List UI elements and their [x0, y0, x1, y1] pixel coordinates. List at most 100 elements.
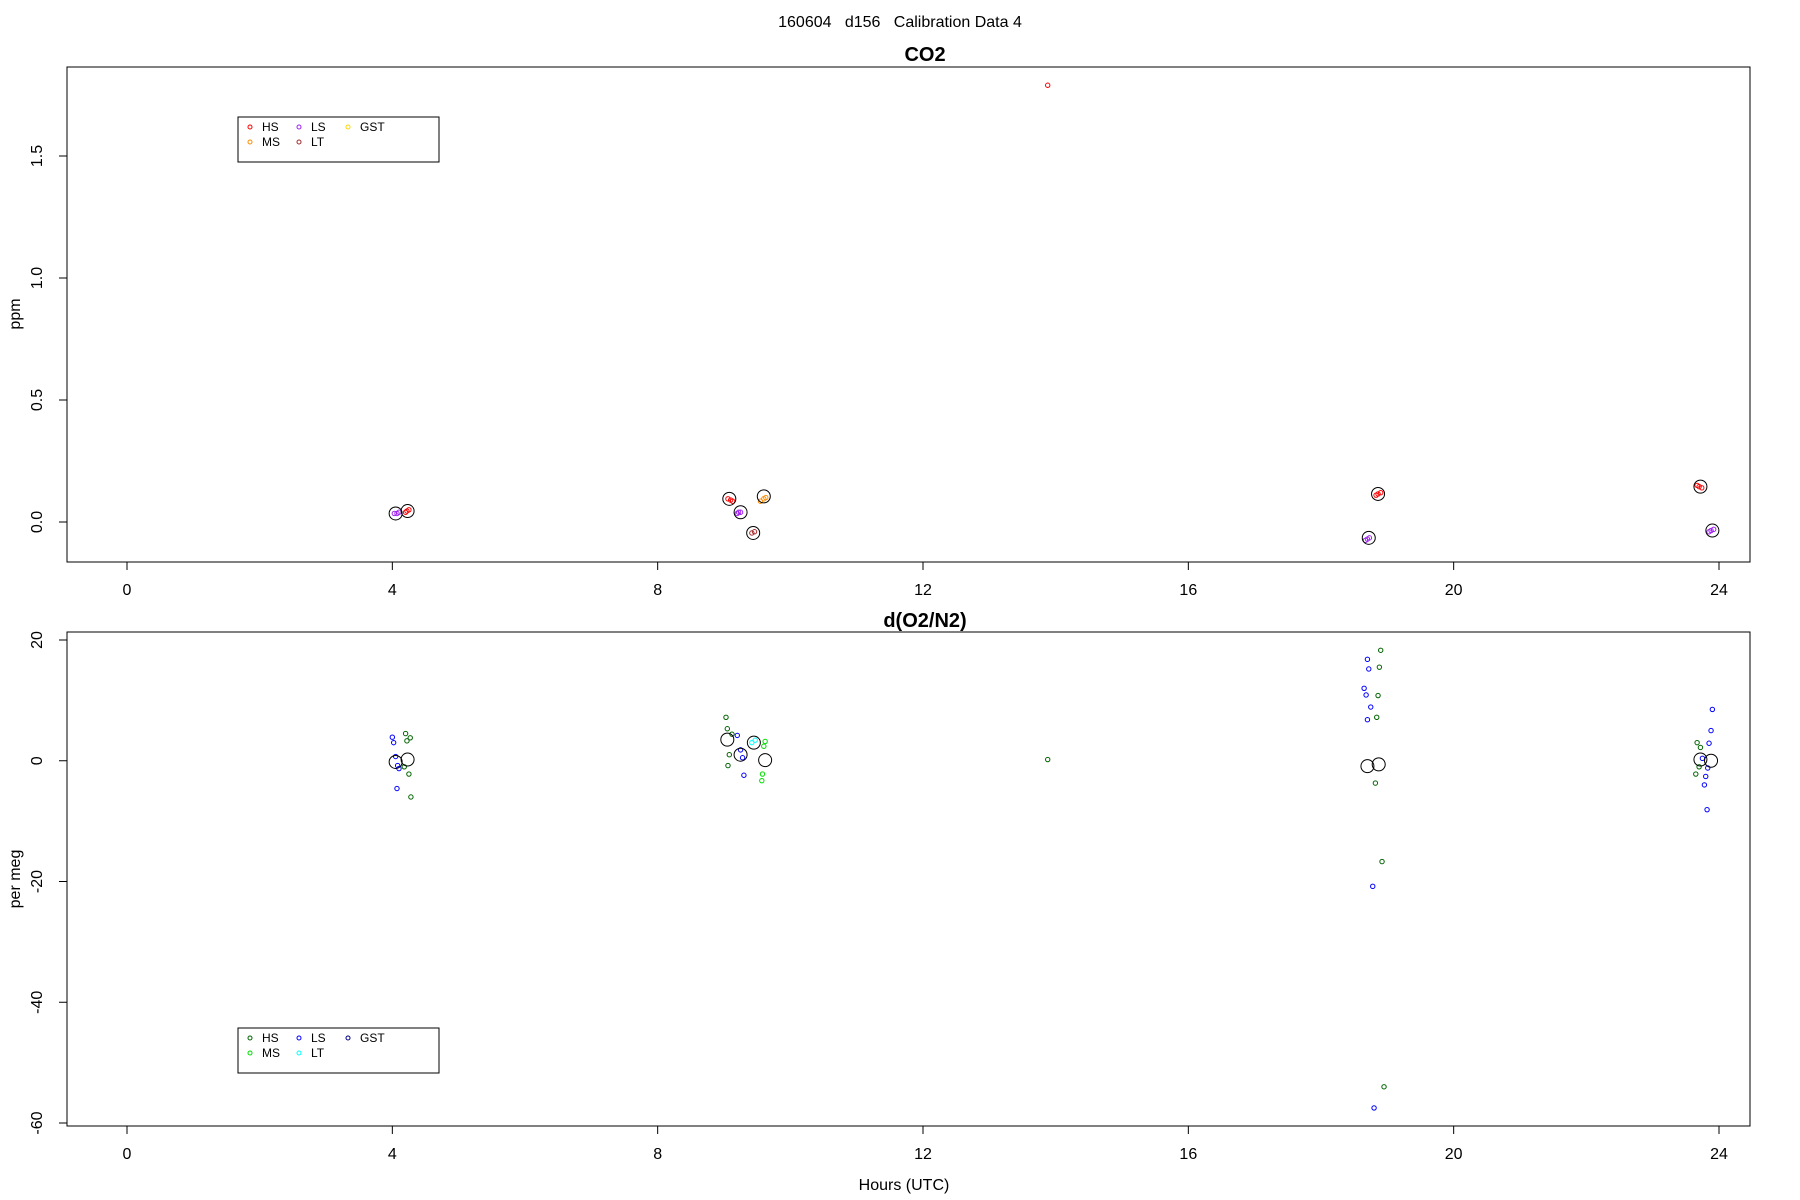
co2-x-tick-label: 4 [388, 582, 397, 599]
co2-x-tick-label: 12 [914, 582, 932, 599]
co2-mean-marker [722, 491, 737, 506]
co2-x-tick-label: 24 [1710, 582, 1728, 599]
co2-x-tick-label: 0 [123, 582, 132, 599]
o2n2-point-ls [1706, 740, 1712, 746]
o2n2-x-tick-label: 12 [914, 1146, 932, 1163]
co2-data-points [388, 82, 1720, 545]
o2n2-panel: d(O2/N2) per meg 0 4 8 12 16 20 24 Hours (UTC)… [7, 610, 1751, 1194]
co2-mean-marker [400, 504, 415, 519]
o2n2-y-tick-label: -60 [29, 1111, 46, 1134]
o2n2-point-hs [1374, 714, 1380, 720]
co2-y-tick-label: 1.5 [29, 145, 46, 167]
o2n2-mean-marker [388, 754, 403, 769]
o2n2-point-ls [1371, 1105, 1377, 1111]
o2n2-x-tick-label: 4 [388, 1146, 397, 1163]
co2-legend-label: LS [311, 120, 326, 134]
o2n2-x-tick-label: 20 [1445, 1146, 1463, 1163]
co2-point-hs [1045, 82, 1051, 88]
co2-x-tick-label: 16 [1179, 582, 1197, 599]
co2-mean-marker [746, 525, 761, 540]
co2-point-ms [763, 494, 769, 501]
o2n2-x-axis: 0 4 8 12 16 20 24 [123, 1125, 1728, 1163]
o2n2-legend-marker [247, 1050, 253, 1056]
o2n2-point-ls [1709, 706, 1716, 713]
co2-mean-marker [388, 506, 403, 521]
co2-point-hs [1694, 482, 1700, 489]
o2n2-point-ls [1363, 692, 1369, 698]
co2-x-tick-label: 8 [653, 582, 662, 599]
co2-x-axis: 0 4 8 12 16 20 24 [123, 561, 1728, 599]
o2n2-legend-label: HS [262, 1031, 279, 1045]
o2n2-point-ls [1699, 755, 1706, 762]
co2-point-ls [735, 509, 742, 515]
o2n2-legend-label: LT [311, 1046, 325, 1060]
o2n2-point-ls [739, 755, 746, 761]
o2n2-data-points [388, 647, 1719, 1111]
o2n2-x-tick-label: 24 [1710, 1146, 1728, 1163]
o2n2-point-ls [1368, 704, 1374, 710]
o2n2-legend-label: MS [262, 1046, 280, 1060]
co2-y-tick-label: 1.0 [29, 267, 46, 289]
co2-point-hs [1373, 492, 1379, 498]
o2n2-y-tick-label: -20 [29, 870, 46, 893]
o2n2-point-ls [1703, 773, 1709, 780]
co2-y-tick-label: 0.0 [29, 511, 46, 533]
o2n2-point-ls [394, 785, 400, 792]
o2n2-legend-marker [296, 1050, 302, 1056]
o2n2-y-axis-label: per meg [7, 850, 24, 909]
o2n2-mean-marker [733, 747, 748, 762]
o2n2-mean-marker [1371, 757, 1386, 772]
o2n2-x-tick-label: 16 [1179, 1146, 1197, 1163]
o2n2-point-lt [752, 737, 758, 743]
o2n2-point-ls [390, 739, 397, 746]
o2n2-point-hs [406, 771, 412, 777]
o2n2-mean-marker [400, 752, 415, 767]
co2-legend-marker [296, 139, 302, 145]
co2-legend-label: LT [311, 135, 325, 149]
o2n2-point-ls [1701, 782, 1708, 788]
o2n2-y-tick-label: -40 [29, 991, 46, 1014]
o2n2-point-hs [1694, 739, 1700, 746]
o2n2-point-ms [761, 743, 767, 749]
o2n2-mean-marker [758, 753, 773, 768]
o2n2-legend-marker [296, 1035, 302, 1041]
co2-point-hs [725, 496, 731, 502]
co2-point-ls [391, 510, 398, 517]
o2n2-point-ls [737, 747, 744, 753]
co2-point-ls [1366, 535, 1373, 541]
o2n2-point-hs [724, 726, 731, 732]
o2n2-point-hs [723, 714, 729, 720]
o2n2-point-hs [407, 735, 413, 741]
o2n2-point-hs [729, 731, 735, 737]
co2-legend-marker [345, 124, 351, 130]
o2n2-point-hs [1378, 647, 1384, 653]
o2n2-legend-marker [345, 1035, 351, 1041]
co2-mean-marker [733, 505, 748, 520]
co2-x-ticks: 0 4 8 12 16 20 24 [123, 562, 1728, 599]
o2n2-y-axis: -60 -40 -20 0 20 [29, 631, 68, 1135]
o2n2-point-hs [1693, 771, 1699, 777]
o2n2-point-hs [1696, 764, 1702, 770]
o2n2-point-ls [1708, 727, 1714, 734]
co2-legend-marker [247, 124, 253, 130]
co2-x-tick-label: 20 [1445, 582, 1463, 599]
o2n2-point-ls [1364, 656, 1371, 663]
o2n2-point-hs [1375, 692, 1381, 699]
o2n2-y-tick-label: 0 [29, 756, 46, 765]
co2-mean-marker [1371, 486, 1386, 501]
co2-point-lt [751, 529, 758, 535]
co2-point-hs [1699, 485, 1705, 491]
o2n2-x-tick-label: 0 [123, 1146, 132, 1163]
co2-point-hs [1378, 490, 1384, 496]
o2n2-mean-marker [746, 735, 761, 750]
o2n2-point-ls [741, 772, 747, 778]
co2-y-axis-label: ppm [7, 298, 24, 329]
co2-point-hs [402, 509, 409, 515]
o2n2-point-hs [1381, 1084, 1387, 1090]
o2n2-legend-label: GST [360, 1031, 385, 1045]
o2n2-x-axis-label: Hours (UTC) [859, 1177, 950, 1194]
